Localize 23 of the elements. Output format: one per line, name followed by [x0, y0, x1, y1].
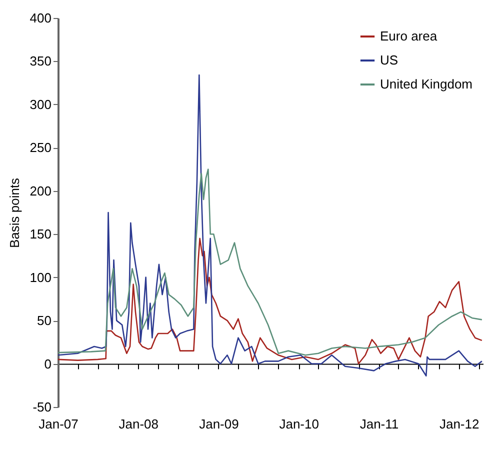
y-tick-label: -50	[32, 400, 52, 414]
line-series	[57, 238, 483, 364]
x-tick-label: Jan-09	[199, 416, 239, 432]
legend-label: Euro area	[380, 28, 438, 44]
legend-label: United Kingdom	[380, 76, 472, 92]
y-tick-label: 0	[44, 356, 52, 372]
y-tick-label: 300	[30, 96, 52, 112]
x-tick-label: Jan-08	[118, 416, 158, 432]
x-tick-label: Jan-10	[279, 416, 319, 432]
y-tick-label: 150	[30, 226, 52, 242]
y-tick-label: 350	[30, 54, 52, 69]
y-axis-title: Basis points	[6, 177, 22, 248]
legend-label: US	[380, 52, 398, 68]
x-tick-label: Jan-12	[439, 416, 480, 432]
y-tick-label: 100	[30, 270, 52, 285]
line-series	[57, 168, 483, 356]
x-tick-label: Jan-07	[38, 416, 78, 432]
y-tick-label: 400	[30, 10, 52, 26]
line-series	[57, 74, 483, 377]
y-tick-label: 250	[30, 140, 52, 156]
y-tick-label: 50	[37, 313, 52, 328]
y-tick-label: 200	[30, 183, 52, 198]
x-tick-label: Jan-11	[360, 416, 399, 432]
